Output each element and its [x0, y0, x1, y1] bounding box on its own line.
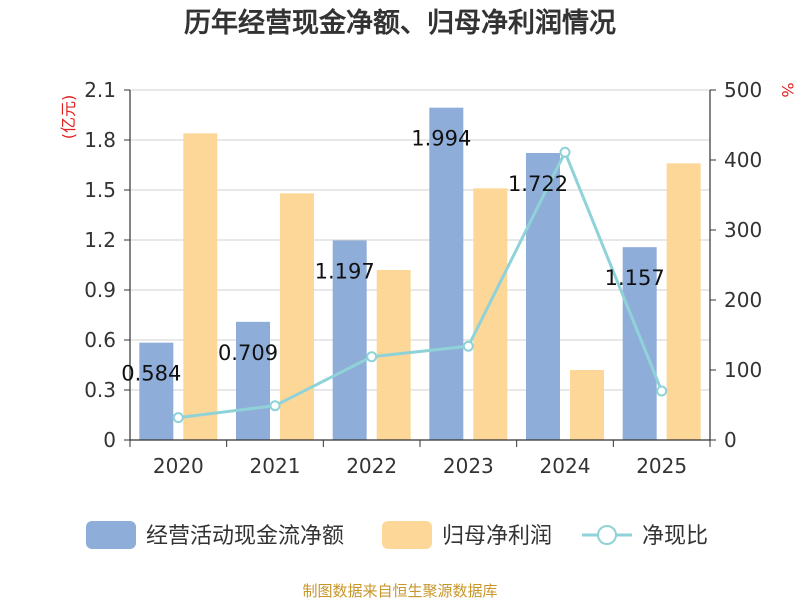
cashflow-bar	[622, 247, 657, 440]
cashflow-bar	[139, 342, 174, 440]
profit-bar	[280, 193, 314, 440]
left-axis-tick-label: 0.3	[84, 378, 116, 402]
x-axis-tick-label: 2024	[540, 454, 591, 478]
ratio-point	[366, 351, 378, 363]
legend-swatch-cashflow	[86, 521, 136, 549]
data-label: 1.722	[508, 172, 568, 196]
data-label: 0.584	[121, 362, 181, 386]
cashflow-bar	[332, 240, 367, 440]
axes: 0 0.3 0.6 0.9 1.2 1.5 1.8 2.1 0 100 200 300 400 500 20…	[84, 78, 762, 478]
x-axis-tick-label: 2020	[153, 454, 204, 478]
cashflow-bar	[429, 107, 464, 441]
left-axis-unit: (亿元)	[59, 95, 78, 140]
profit-bar	[666, 163, 701, 441]
legend-marker-ratio	[597, 525, 617, 545]
right-axis-tick-label: 0	[724, 428, 737, 452]
profit-bar	[473, 188, 508, 440]
cashflow-bar	[526, 153, 560, 440]
data-label: 1.994	[411, 127, 471, 151]
data-label: 1.197	[315, 260, 375, 284]
chart-title: 历年经营现金净额、归母净利润情况	[184, 7, 616, 39]
left-axis-tick-label: 2.1	[84, 78, 116, 102]
x-axis-tick-label: 2023	[443, 454, 494, 478]
source-note: 制图数据来自恒生聚源数据库	[302, 582, 497, 600]
legend-label-ratio: 净现比	[642, 524, 708, 549]
ratio-line	[172, 146, 668, 424]
ratio-line-path	[178, 148, 664, 420]
right-axis-unit: %	[778, 82, 797, 97]
right-axis-tick-label: 100	[724, 358, 762, 382]
x-axis-tick-label: 2022	[346, 454, 397, 478]
profit-bar	[183, 133, 218, 441]
left-axis-tick-label: 1.8	[84, 128, 116, 152]
profit-bar	[570, 370, 604, 440]
left-axis-tick-label: 1.2	[84, 228, 116, 252]
left-axis-tick-label: 1.5	[84, 178, 116, 202]
data-label: 0.709	[218, 341, 278, 365]
ratio-point	[269, 400, 281, 412]
ratio-point	[172, 412, 184, 424]
left-axis-tick-label: 0.9	[84, 278, 116, 302]
legend: 经营活动现金流净额 归母净利润 净现比	[86, 521, 708, 549]
legend-label-cashflow: 经营活动现金流净额	[146, 524, 344, 549]
x-axis-tick-label: 2021	[250, 454, 301, 478]
left-axis-tick-label: 0.6	[84, 328, 116, 352]
data-label: 1.157	[605, 266, 665, 290]
ratio-point	[559, 146, 571, 158]
cashflow-bar	[236, 321, 270, 440]
left-axis-tick-label: 0	[103, 428, 116, 452]
right-axis-tick-label: 300	[724, 218, 762, 242]
x-axis-tick-label: 2025	[636, 454, 687, 478]
ratio-point	[656, 385, 668, 397]
grid	[130, 89, 710, 391]
legend-swatch-profit	[382, 521, 432, 549]
right-axis-tick-label: 400	[724, 148, 762, 172]
ratio-point	[462, 340, 474, 352]
legend-label-profit: 归母净利润	[442, 524, 552, 549]
data-labels: 0.584 0.709 1.197 1.994 1.722 1.157	[121, 127, 664, 386]
right-axis-tick-label: 200	[724, 288, 762, 312]
right-axis-tick-label: 500	[724, 78, 762, 102]
